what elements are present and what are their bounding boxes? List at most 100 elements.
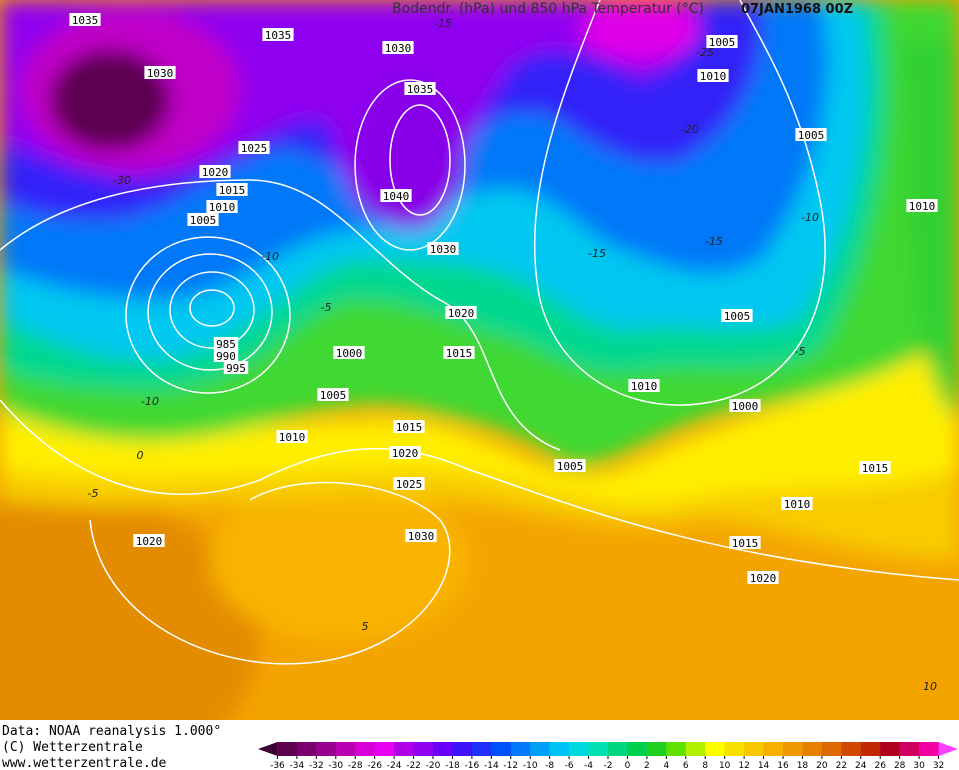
colorbar-swatch <box>744 742 765 756</box>
map-title: Bodendr. (hPa) und 850 hPa Temperatur (°… <box>392 1 704 17</box>
colorbar-swatch <box>530 742 551 756</box>
isobar-label: 1010 <box>631 380 658 393</box>
footer-source: Data: NOAA reanalysis 1.000° <box>2 724 221 739</box>
isobar-label: 1010 <box>909 200 936 213</box>
isobar-label-box <box>443 346 475 359</box>
colorbar-swatch <box>452 742 473 756</box>
colorbar-tick-label: -20 <box>426 761 441 770</box>
colorbar-swatch <box>705 742 726 756</box>
isobar-label-box <box>729 536 761 549</box>
map-shape <box>900 40 959 420</box>
isobar-label: 1015 <box>396 421 423 434</box>
temperature-label: -5 <box>321 301 332 314</box>
colorbar-swatch <box>685 742 706 756</box>
isobar-label-box <box>389 446 421 459</box>
isobar-label-box <box>795 128 827 141</box>
isobar-label-box <box>216 183 248 196</box>
colorbar-tick-label: 0 <box>625 761 631 770</box>
isobar-label-box <box>628 379 660 392</box>
colorbar-tick-label: -32 <box>309 761 324 770</box>
colorbar-tick-label: -12 <box>503 761 518 770</box>
isobar-label: 1005 <box>709 36 736 49</box>
colorbar-swatch <box>588 742 609 756</box>
isobar-label-box <box>382 41 414 54</box>
colorbar-tick-label: -10 <box>523 761 538 770</box>
isobar-label-box <box>906 199 938 212</box>
temperature-label: -15 <box>588 247 606 260</box>
colorbar-swatch <box>413 742 434 756</box>
colorbar-swatch <box>277 742 298 756</box>
isobar-label-box <box>238 141 270 154</box>
isobar-label: 1020 <box>202 166 229 179</box>
temperature-label: -10 <box>261 250 279 263</box>
isobar-label: 1020 <box>392 447 419 460</box>
colorbar-tick-label: 28 <box>894 761 906 770</box>
colorbar-swatch <box>899 742 920 756</box>
colorbar-tick-label: -16 <box>465 761 480 770</box>
isobar-label-box <box>445 306 477 319</box>
colorbar-swatch <box>938 742 958 756</box>
isobar-label-box <box>747 571 779 584</box>
colorbar-swatch <box>433 742 453 756</box>
colorbar-tick-label: -36 <box>270 761 285 770</box>
map-date: 07JAN1968 00Z <box>741 2 853 17</box>
colorbar-tick-label: 26 <box>874 761 886 770</box>
colorbar-tick-label: -8 <box>545 761 554 770</box>
colorbar-swatch <box>471 742 492 756</box>
colorbar-tick-label: -24 <box>387 761 402 770</box>
isobar-label-box <box>333 346 365 359</box>
isobar-label: 1020 <box>750 572 777 585</box>
temperature-label: -5 <box>795 345 806 358</box>
map-shape <box>147 253 273 371</box>
isobar-label: 1020 <box>136 535 163 548</box>
colorbar-tick-label: 8 <box>702 761 708 770</box>
isobar-label: 1005 <box>320 389 347 402</box>
isobar-label: 1000 <box>732 400 759 413</box>
colorbar-swatch <box>355 742 376 756</box>
map-shape <box>189 289 235 327</box>
colorbar-swatch <box>510 742 531 756</box>
map-shape <box>354 79 466 251</box>
isobar-label: 1010 <box>700 70 727 83</box>
map-shape <box>89 481 451 665</box>
isobar-label: 1005 <box>798 129 825 142</box>
isobar-label-box <box>697 69 729 82</box>
colorbar-tick-label: -14 <box>484 761 499 770</box>
isobar-label: 1035 <box>265 29 292 42</box>
isobar-label: 1025 <box>396 478 423 491</box>
colorbar-tick-label: 32 <box>933 761 944 770</box>
map-shape <box>169 271 255 349</box>
isobar-label-box <box>199 165 231 178</box>
map-shape <box>125 236 291 394</box>
temperature-label: 0 <box>137 449 144 462</box>
colorbar-tick-label: 16 <box>777 761 789 770</box>
colorbar-swatch <box>880 742 901 756</box>
colorbar-swatch <box>802 742 823 756</box>
temperature-label: -25 <box>696 46 714 59</box>
colorbar-tick-label: -18 <box>445 761 460 770</box>
map-shape <box>50 50 170 150</box>
colorbar-tick-label: -6 <box>565 761 574 770</box>
isobar-label-box <box>405 529 437 542</box>
isobar-label-box <box>781 497 813 510</box>
isobar-label: 1015 <box>446 347 473 360</box>
map-shape <box>210 480 470 640</box>
isobar-label-box <box>213 349 239 362</box>
isobar-labels: 1035103510301030103510251020101510101005… <box>69 13 938 585</box>
colorbar-swatch <box>627 742 648 756</box>
colorbar-swatch <box>919 742 940 756</box>
isobar-label-box <box>393 420 425 433</box>
colorbar-tick-label: 4 <box>663 761 669 770</box>
isobar-label-box <box>380 189 412 202</box>
colorbar-tick-label: 6 <box>683 761 689 770</box>
colorbar-tick-label: 30 <box>913 761 925 770</box>
colorbar-tick-label: -26 <box>367 761 382 770</box>
map-shape <box>0 340 959 505</box>
colorbar-swatch <box>491 742 512 756</box>
colorbar-tick-label: 18 <box>797 761 809 770</box>
isobar-label-box <box>721 309 753 322</box>
temperature-label: -10 <box>141 395 159 408</box>
temperature-label: 5 <box>362 620 369 633</box>
temperature-labels: -15 -25 -20 -30 -10 -5 -10 0 -5 -15 -15 -10 -5 5 10 <box>88 17 937 693</box>
